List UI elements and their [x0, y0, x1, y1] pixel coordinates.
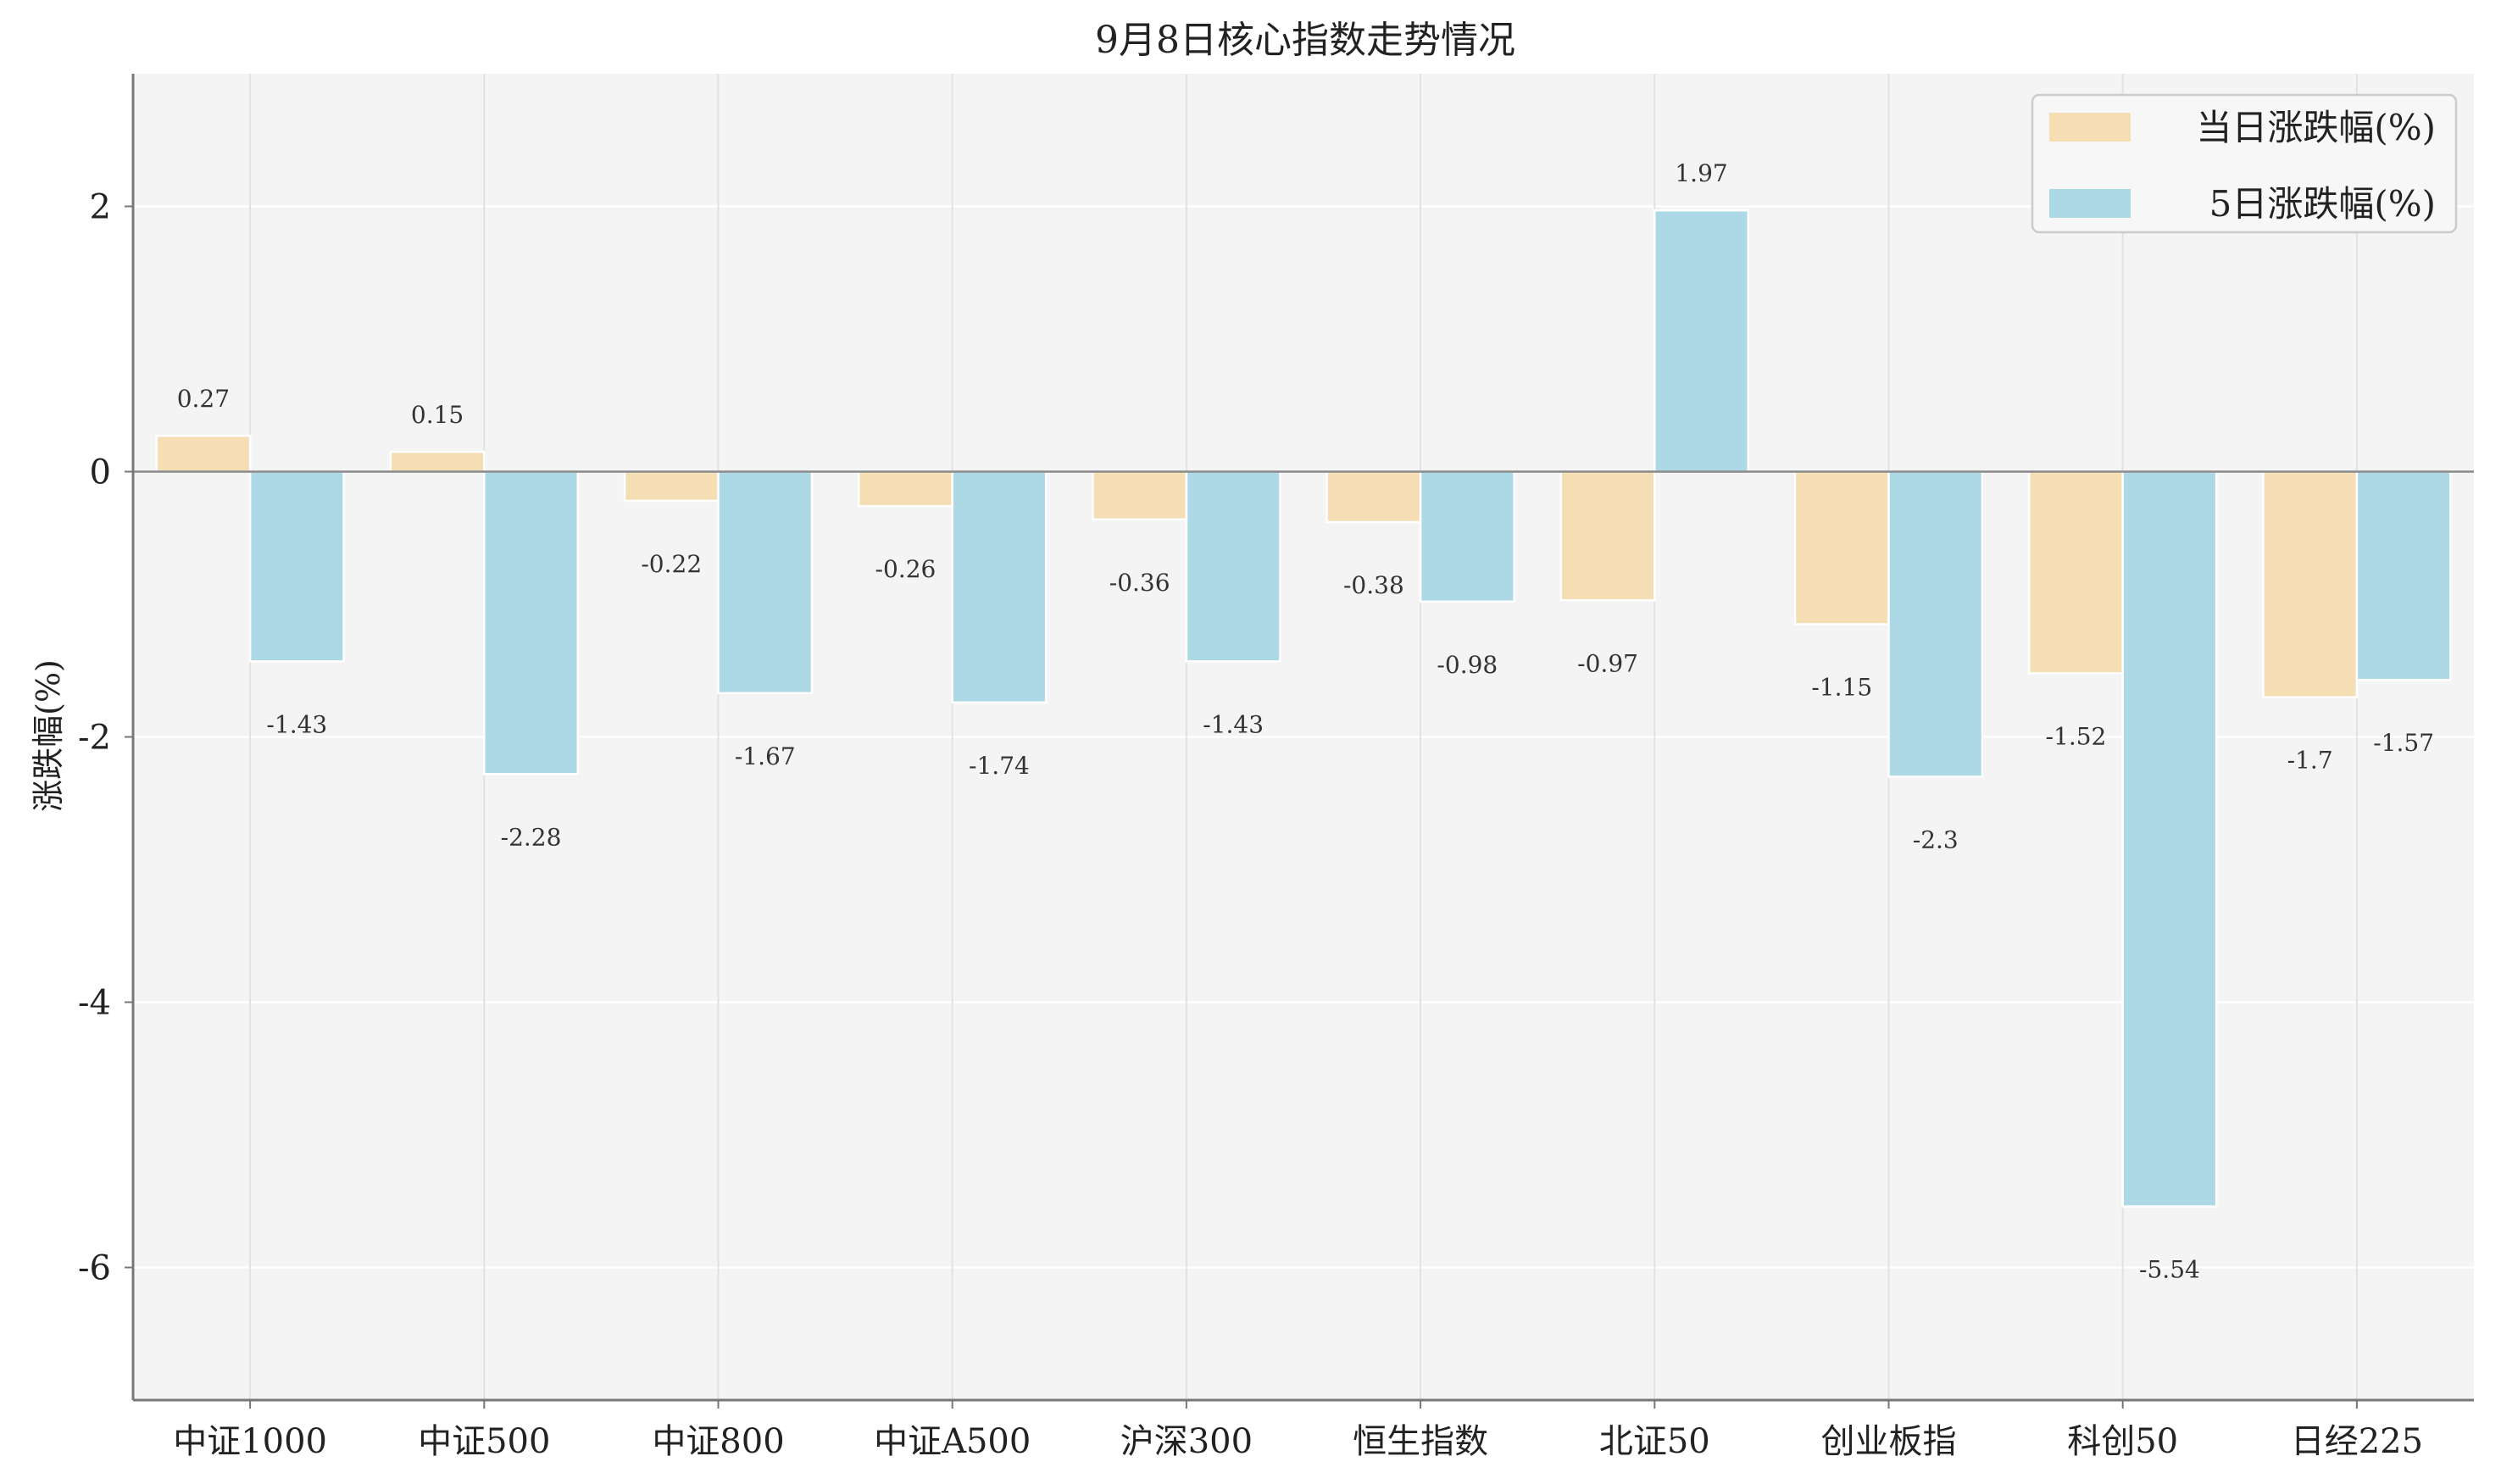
data-label: 1.97	[1675, 159, 1727, 187]
data-label: -0.38	[1343, 571, 1404, 599]
x-tick-label: 创业板指	[1821, 1422, 1957, 1461]
x-tick-label: 日经225	[2291, 1422, 2423, 1461]
x-tick-labels: 中证1000 中证500 中证800 中证A500 沪深300 恒生指数 北证50 创业板指 科…	[173, 1400, 2423, 1461]
data-label: -5.54	[2139, 1256, 2200, 1284]
y-tick-label: -6	[78, 1249, 111, 1288]
bar-daily	[1793, 470, 1890, 625]
data-label: -1.7	[2287, 747, 2333, 775]
data-label: -0.98	[1437, 651, 1498, 679]
bar-five-day	[2121, 470, 2218, 1208]
data-label: -1.52	[2046, 722, 2107, 750]
x-tick-label: 中证1000	[173, 1422, 327, 1461]
legend-swatch	[2049, 113, 2131, 142]
x-tick-label: 恒生指数	[1353, 1422, 1488, 1461]
data-label: -1.57	[2373, 729, 2434, 757]
y-tick-label: -2	[78, 719, 111, 758]
bar-five-day	[1653, 208, 1750, 473]
x-tick-label: 中证800	[652, 1422, 784, 1461]
bar-five-day	[717, 470, 814, 695]
bar-daily	[1326, 470, 1422, 524]
x-tick-label: 科创50	[2067, 1422, 2178, 1461]
bar-daily	[2027, 470, 2124, 675]
data-label: -2.3	[1913, 825, 1959, 853]
bar-daily	[623, 470, 720, 503]
bar-five-day	[1185, 470, 1281, 663]
bar-daily	[1092, 470, 1188, 521]
grid-lines	[133, 74, 2474, 1400]
bar-five-day	[2355, 470, 2452, 681]
y-tick-label: 2	[90, 188, 111, 227]
x-tick-label: 北证50	[1599, 1422, 1710, 1461]
data-label: -1.15	[1811, 673, 1872, 701]
data-labels: 0.27 -1.43 0.15 -2.28 -0.22 -1.67 -0.26 -1.74 -0…	[177, 159, 2434, 1283]
legend-swatch	[2049, 189, 2131, 218]
data-label: 0.15	[411, 401, 464, 429]
data-label: -0.97	[1577, 649, 1638, 677]
y-tick-label: -4	[78, 984, 111, 1023]
y-tick-label: 0	[90, 453, 111, 492]
bar-five-day	[1887, 470, 1984, 778]
bar-daily	[2262, 470, 2359, 698]
bar-five-day	[951, 470, 1048, 704]
x-tick-label: 中证A500	[874, 1422, 1031, 1461]
bars-group	[155, 208, 2452, 1208]
data-label: -1.67	[735, 742, 796, 770]
data-label: -1.43	[1203, 710, 1264, 738]
data-label: -0.22	[641, 550, 702, 578]
legend-box	[2031, 93, 2458, 234]
data-label: -0.26	[875, 555, 936, 583]
chart-title: 9月8日核心指数走势情况	[1095, 19, 1515, 62]
bar-five-day	[1419, 470, 1515, 603]
bar-daily	[857, 470, 953, 508]
legend: 当日涨跌幅(%) 5日涨跌幅(%)	[2031, 93, 2458, 234]
y-tick-labels: 2 0 -2 -4 -6	[78, 188, 133, 1288]
data-label: -0.36	[1109, 569, 1170, 597]
bar-daily	[1559, 470, 1656, 602]
legend-label: 5日涨跌幅(%)	[2209, 183, 2436, 225]
data-label: -1.74	[969, 752, 1030, 780]
bar-daily	[389, 450, 486, 473]
data-label: 0.27	[177, 385, 230, 413]
x-tick-label: 沪深300	[1120, 1422, 1253, 1461]
data-label: -2.28	[501, 823, 562, 851]
legend-label: 当日涨跌幅(%)	[2196, 107, 2436, 148]
bar-five-day	[483, 470, 580, 775]
y-axis-title: 涨跌幅(%)	[30, 659, 67, 812]
bar-daily	[155, 434, 252, 473]
bar-five-day	[248, 470, 345, 663]
x-tick-label: 中证500	[418, 1422, 550, 1461]
data-label: -1.43	[266, 710, 327, 738]
